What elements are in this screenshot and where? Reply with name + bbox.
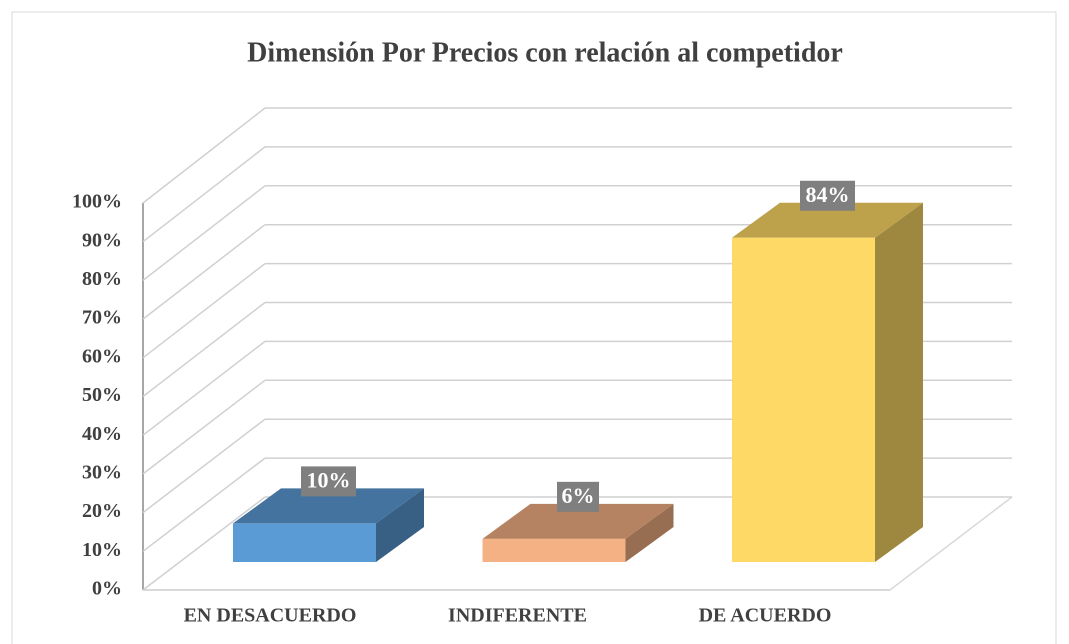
y-tick-label: 10% <box>82 539 122 561</box>
y-tick-label: 60% <box>82 345 122 367</box>
grid-line <box>142 185 266 281</box>
grid-line <box>142 107 266 204</box>
grid-line <box>142 496 266 591</box>
value-label: 10% <box>307 467 351 492</box>
value-label: 84% <box>806 182 850 207</box>
bar <box>732 237 875 562</box>
bar-side <box>625 503 674 562</box>
grid-line <box>142 224 266 320</box>
x-tick-label: DE ACUERDO <box>699 605 832 627</box>
value-label-box <box>557 481 599 512</box>
bar-side <box>875 202 923 562</box>
grid-line <box>142 263 266 359</box>
bar-top <box>732 202 923 238</box>
grid-line <box>142 301 266 398</box>
floor-edge <box>889 496 1013 591</box>
grid-line <box>142 457 266 552</box>
y-tick-label: 20% <box>82 500 122 522</box>
x-tick-label: INDIFERENTE <box>448 605 587 627</box>
grid-line <box>142 418 266 514</box>
grid-line <box>142 340 266 436</box>
y-tick-label: 40% <box>82 423 122 445</box>
bar-side <box>376 488 424 562</box>
y-tick-label: 0% <box>92 578 122 600</box>
y-tick-label: 100% <box>72 191 122 213</box>
y-tick-label: 80% <box>82 268 122 290</box>
value-label-box <box>301 466 356 497</box>
value-label-box <box>800 180 855 211</box>
chart-title: Dimensión Por Precios con relación al co… <box>247 37 843 68</box>
y-tick-label: 90% <box>82 229 122 251</box>
y-tick-label: 50% <box>82 384 122 406</box>
grid-line <box>142 146 266 243</box>
x-tick-label: EN DESACUERDO <box>184 605 357 627</box>
grid-line <box>142 379 266 475</box>
bar <box>482 538 626 562</box>
y-tick-label: 70% <box>82 307 122 329</box>
y-tick-label: 30% <box>82 461 122 483</box>
bar-top <box>482 503 674 539</box>
value-label: 6% <box>562 483 595 508</box>
bar-top <box>233 488 424 524</box>
bar <box>233 523 376 562</box>
